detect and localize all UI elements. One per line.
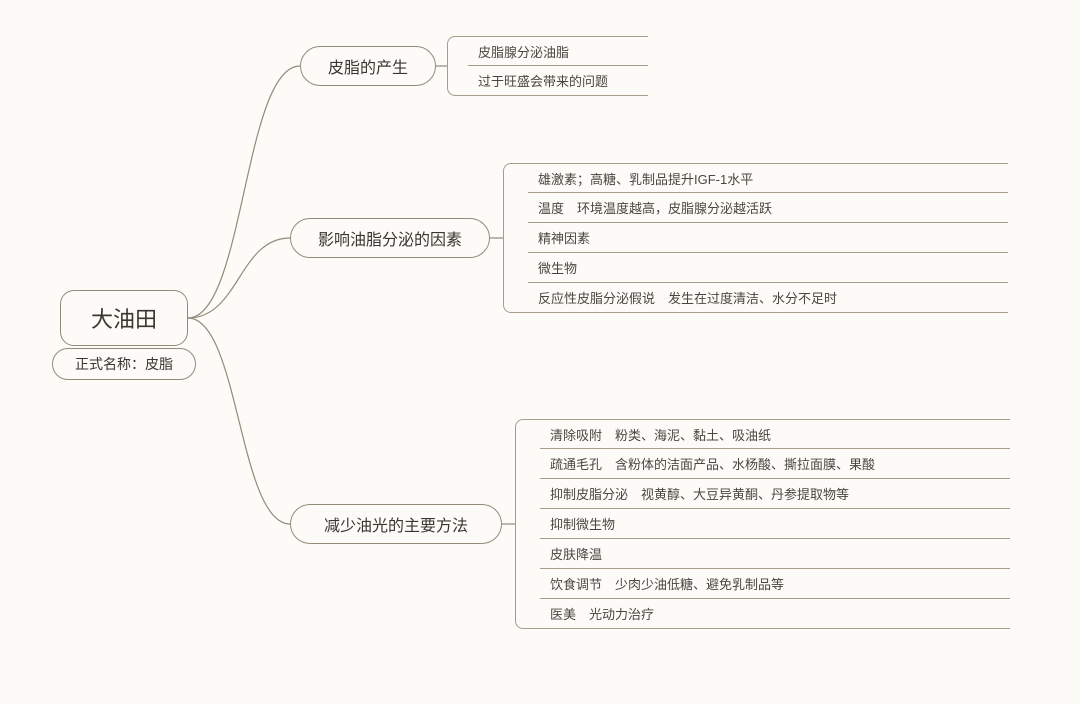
leaf-item: 抑制皮脂分泌 视黄醇、大豆异黄酮、丹参提取物等 [540,479,1010,509]
leaf-item: 微生物 [528,253,1008,283]
leaf-item: 精神因素 [528,223,1008,253]
leaf-item: 过于旺盛会带来的问题 [468,66,648,96]
leaf-text: 雄激素；高糖、乳制品提升IGF-1水平 [538,169,753,188]
leaf-text: 医美 光动力治疗 [550,604,654,623]
leaf-item: 饮食调节 少肉少油低糖、避免乳制品等 [540,569,1010,599]
root-title: 大油田 [91,302,157,334]
root-node: 大油田 [60,290,188,346]
leaf-item: 温度 环境温度越高，皮脂腺分泌越活跃 [528,193,1008,223]
leaf-text: 饮食调节 少肉少油低糖、避免乳制品等 [550,574,784,593]
leaf-text: 疏通毛孔 含粉体的洁面产品、水杨酸、撕拉面膜、果酸 [550,454,875,473]
leaf-item: 抑制微生物 [540,509,1010,539]
branch-node-b1: 皮脂的产生 [300,46,436,86]
leaf-text: 精神因素 [538,228,590,247]
leaf-text: 抑制微生物 [550,514,615,533]
leaf-item: 皮肤降温 [540,539,1010,569]
leaf-text: 抑制皮脂分泌 视黄醇、大豆异黄酮、丹参提取物等 [550,484,849,503]
branch-label: 皮脂的产生 [328,54,408,78]
mindmap-stage: 大油田 正式名称：皮脂 皮脂的产生 皮脂腺分泌油脂过于旺盛会带来的问题影响油脂分泌… [0,0,1080,704]
leaf-item: 皮脂腺分泌油脂 [468,36,648,66]
leaf-item: 疏通毛孔 含粉体的洁面产品、水杨酸、撕拉面膜、果酸 [540,449,1010,479]
leaf-text: 过于旺盛会带来的问题 [478,71,608,90]
branch-node-b3: 减少油光的主要方法 [290,504,502,544]
root-subtitle-node: 正式名称：皮脂 [52,348,196,380]
leaf-bracket [447,36,468,96]
root-subtitle: 正式名称：皮脂 [75,354,173,374]
leaf-item: 雄激素；高糖、乳制品提升IGF-1水平 [528,163,1008,193]
leaf-text: 皮肤降温 [550,544,602,563]
branch-label: 减少油光的主要方法 [324,512,468,536]
leaf-item: 清除吸附 粉类、海泥、黏土、吸油纸 [540,419,1010,449]
leaf-bracket [503,163,528,313]
branch-node-b2: 影响油脂分泌的因素 [290,218,490,258]
leaf-text: 皮脂腺分泌油脂 [478,42,569,61]
leaf-text: 清除吸附 粉类、海泥、黏土、吸油纸 [550,425,771,444]
leaf-text: 微生物 [538,258,577,277]
leaf-text: 反应性皮脂分泌假说 发生在过度清洁、水分不足时 [538,288,837,307]
leaf-item: 反应性皮脂分泌假说 发生在过度清洁、水分不足时 [528,283,1008,313]
leaf-bracket [515,419,540,629]
leaf-item: 医美 光动力治疗 [540,599,1010,629]
branch-label: 影响油脂分泌的因素 [318,226,462,250]
leaf-text: 温度 环境温度越高，皮脂腺分泌越活跃 [538,198,772,217]
